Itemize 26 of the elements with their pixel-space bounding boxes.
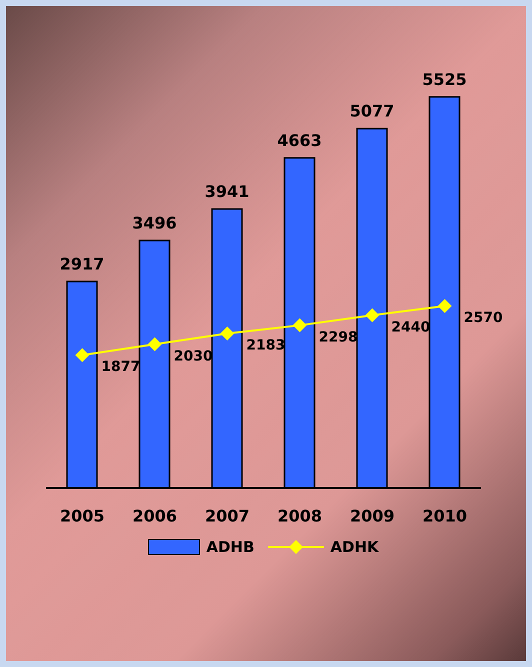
data-label: 2030 <box>174 348 213 364</box>
x-tick-label: 2006 <box>132 506 178 526</box>
data-label: 3941 <box>204 182 250 201</box>
x-tick-label: 2005 <box>60 506 105 526</box>
data-label: 2570 <box>464 310 503 326</box>
point <box>220 326 234 340</box>
point <box>365 308 380 322</box>
x-tick-label: 2008 <box>277 506 322 526</box>
data-label: 3496 <box>132 213 177 232</box>
point <box>75 348 90 362</box>
data-label: 4663 <box>277 130 322 150</box>
point <box>438 299 452 314</box>
point <box>292 318 307 332</box>
x-tick-label: 2009 <box>350 506 395 526</box>
data-label: 5077 <box>350 102 394 121</box>
data-label: 2917 <box>60 254 104 274</box>
data-label: 2440 <box>391 319 430 336</box>
data-label: 1877 <box>101 359 140 376</box>
legend-label: ADHB <box>206 538 254 556</box>
x-tick-label: 2010 <box>422 506 468 526</box>
data-label: 2298 <box>318 329 358 346</box>
data-label: 5525 <box>422 70 467 89</box>
point <box>148 337 162 352</box>
data-label: 2183 <box>246 337 286 354</box>
x-tick-label: 2007 <box>204 506 250 526</box>
legend-label: ADHK <box>330 538 379 556</box>
